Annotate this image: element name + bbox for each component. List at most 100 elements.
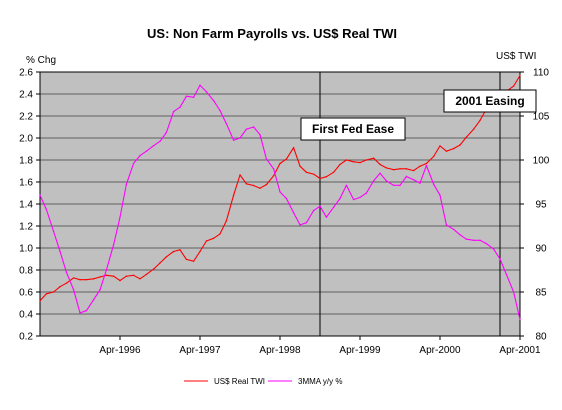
- data-point: [72, 289, 75, 291]
- data-point: [352, 161, 355, 163]
- data-point: [425, 162, 428, 165]
- right-tick-label: 100: [533, 156, 550, 167]
- data-point: [105, 274, 108, 276]
- data-point: [432, 183, 435, 185]
- data-point: [185, 258, 188, 261]
- legend-label: 3MMA y/y %: [298, 377, 342, 386]
- data-point: [479, 119, 481, 122]
- data-point: [392, 169, 395, 171]
- left-tick-label: 2.2: [19, 112, 33, 123]
- data-point: [359, 161, 361, 164]
- data-point: [265, 183, 268, 186]
- annotation-boxes: First Fed Ease 2001 Easing: [300, 89, 537, 141]
- data-point: [419, 165, 421, 167]
- data-point: [419, 182, 421, 184]
- data-point: [165, 256, 168, 258]
- data-point: [92, 278, 95, 280]
- data-point: [352, 198, 355, 201]
- data-point: [259, 134, 261, 136]
- data-point: [165, 131, 168, 134]
- data-point: [265, 158, 268, 160]
- data-point: [45, 293, 48, 295]
- data-point: [205, 91, 208, 93]
- data-point: [65, 282, 68, 284]
- data-point: [59, 286, 61, 288]
- left-tick-label: 2.6: [19, 68, 33, 79]
- data-point: [385, 180, 388, 182]
- data-point: [232, 139, 235, 141]
- data-point: [252, 184, 255, 187]
- data-point: [379, 172, 381, 174]
- data-point: [59, 250, 61, 252]
- left-axis-title: % Chg: [26, 55, 56, 66]
- data-point: [345, 159, 348, 161]
- data-point: [199, 250, 201, 253]
- data-point: [412, 179, 415, 181]
- right-tick-label: 110: [533, 68, 549, 79]
- data-point: [239, 174, 241, 176]
- data-point: [225, 220, 228, 222]
- data-point: [192, 260, 195, 262]
- annotation-box: [443, 89, 537, 113]
- data-point: [332, 206, 335, 208]
- x-tick-label: Apr-1998: [259, 345, 301, 356]
- data-point: [365, 159, 368, 161]
- data-point: [465, 238, 468, 240]
- data-point: [85, 279, 88, 281]
- data-point: [245, 183, 248, 185]
- data-point: [452, 147, 455, 150]
- data-point: [439, 194, 441, 196]
- left-tick-label: 0.6: [19, 288, 33, 299]
- data-point: [345, 184, 348, 186]
- data-point: [272, 168, 275, 170]
- data-point: [305, 222, 308, 224]
- x-tick-label: Apr-1997: [179, 345, 221, 356]
- data-point: [99, 276, 101, 278]
- data-point: [179, 249, 181, 251]
- data-point: [212, 99, 215, 102]
- left-tick-label: 0.8: [19, 266, 33, 277]
- data-point: [125, 183, 128, 185]
- data-point: [445, 224, 448, 226]
- data-point: [225, 123, 228, 125]
- left-tick-label: 0.4: [19, 310, 33, 321]
- legend-label: US$ Real TWI: [214, 377, 265, 386]
- data-point: [445, 150, 448, 152]
- left-tick-label: 0.2: [19, 332, 33, 343]
- data-point: [325, 216, 328, 218]
- data-point: [119, 216, 121, 218]
- annotation-lines: [319, 72, 501, 336]
- data-point: [472, 239, 475, 241]
- data-point: [159, 262, 161, 264]
- data-point: [439, 145, 441, 147]
- data-point: [72, 277, 75, 279]
- chart-title: US: Non Farm Payrolls vs. US$ Real TWI: [147, 26, 397, 41]
- data-point: [405, 168, 408, 170]
- data-point: [285, 197, 288, 200]
- data-point: [312, 173, 315, 175]
- data-point: [465, 136, 468, 138]
- data-point: [112, 244, 115, 246]
- data-point: [172, 250, 175, 253]
- data-point: [39, 194, 41, 196]
- data-point: [132, 274, 135, 276]
- x-tick-label: Apr-2001: [499, 345, 541, 356]
- data-point: [152, 145, 155, 147]
- right-tick-label: 80: [535, 332, 547, 343]
- data-point: [45, 208, 48, 211]
- data-point: [299, 165, 301, 167]
- data-point: [499, 258, 501, 260]
- data-point: [519, 74, 521, 77]
- data-point: [299, 224, 301, 226]
- right-tick-label: 105: [533, 112, 550, 123]
- data-point: [185, 95, 188, 97]
- data-point: [192, 96, 195, 99]
- data-point: [125, 275, 128, 277]
- data-point: [159, 140, 161, 142]
- data-point: [505, 273, 508, 276]
- right-axis-title: US$ TWI: [496, 51, 536, 62]
- data-point: [132, 162, 135, 164]
- annotation-label: 2001 Easing: [455, 94, 524, 108]
- data-point: [512, 85, 515, 87]
- data-point: [519, 318, 521, 321]
